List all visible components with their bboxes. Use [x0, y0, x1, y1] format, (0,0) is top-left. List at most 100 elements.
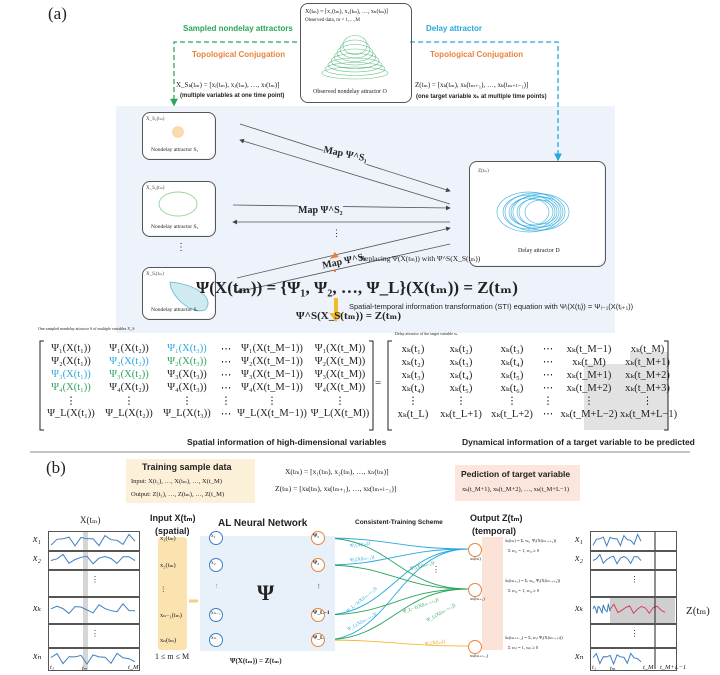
right-series-line — [592, 553, 642, 565]
delay-attractor-trace — [496, 191, 562, 233]
nn-input-node — [209, 633, 223, 647]
right-matrix-cell: xₖ(t₆) — [500, 383, 524, 394]
left-matrix-cell: ⋮ — [181, 396, 193, 407]
nondelay-r-caption: Nondelay attractor Sᵣ — [151, 307, 198, 313]
output-subtitle: (temporal) — [472, 526, 517, 536]
right-matrix-cell: ⋮ — [407, 396, 419, 407]
sampled-title: Sampled nondelay attractors — [183, 24, 293, 33]
right-series-row — [590, 550, 677, 571]
blue-dashed-connector — [410, 41, 562, 162]
map-arrow — [239, 138, 451, 205]
right-series-axis-tick: tₘ — [610, 665, 616, 672]
delay-attractor-trace — [512, 193, 570, 231]
consistent-training-curve — [323, 639, 469, 647]
left-series-vdots: ⋮ — [91, 575, 99, 584]
output-constraint: Σ wᵢ₁ = 1, wᵢ₁ ≥ 0 — [508, 548, 540, 553]
right-series-row — [590, 647, 677, 671]
nondelay-r-var: X_Sᵣ(tₘ) — [146, 272, 164, 277]
xs-formula: X_Sₖ(tₘ) = [xᵢ(tₘ), xⱼ(tₘ), …, xₗ(tₘ)] — [176, 81, 280, 89]
right-series-line — [592, 533, 642, 548]
right-series-variable-label: x₁ — [575, 533, 583, 545]
observed-attractor-trace — [330, 53, 380, 69]
right-matrix-cell: ⋮ — [455, 396, 467, 407]
right-series-variable-label: xₖ — [575, 602, 584, 614]
observed-attractor-trace — [342, 35, 368, 55]
right-series-row — [590, 569, 677, 598]
input-title: Input X(tₘ) — [150, 513, 196, 523]
right-series-axis-tick: t₁ — [592, 664, 597, 671]
input-value: xₙ₋₁(tₘ) — [160, 612, 182, 619]
sti-text: Spatial-temporal information transformat… — [349, 302, 634, 311]
nn-input-node-label: ⋮ — [214, 584, 220, 590]
yellow-down-arrow — [329, 298, 343, 322]
consistent-training-curve — [323, 548, 469, 566]
right-matrix-cell: ⋯ — [542, 383, 554, 394]
nn-psi-symbol: Ψ — [257, 580, 275, 605]
right-matrix-cell: xₖ(t_M) — [572, 357, 606, 368]
left-matrix-cell: Ψ₂(X(t₂)) — [109, 356, 149, 367]
scheme-title: Consistent-Training Scheme — [355, 519, 443, 526]
right-matrix-cell: xₖ(t_L+2) — [491, 409, 533, 420]
nn-output-node — [311, 558, 325, 572]
time-tm-highlight — [83, 531, 88, 669]
prediction-values: xₖ(t_M+1), xₖ(t_M+2), …, xₖ(t_M+L−1) — [462, 486, 569, 493]
right-series-line — [592, 603, 612, 615]
observed-attractor-trace — [324, 62, 386, 76]
left-matrix-cell: ⋯ — [220, 409, 232, 420]
right-matrix-cell: xₖ(t_M+3) — [625, 383, 670, 394]
right-series-axis-tick: t_M+L−1 — [660, 664, 687, 671]
nn-input-node — [209, 608, 223, 622]
observed-attractor-trace — [339, 39, 371, 59]
attractor-box-fill — [142, 181, 214, 235]
delay-attractor-trace — [516, 198, 554, 226]
right-matrix-cell: xₖ(t_M+1) — [566, 370, 612, 381]
right-matrix-cell: ⋯ — [542, 357, 554, 368]
left-matrix-cell: Ψ₁(X(t₁)) — [51, 343, 91, 354]
left-matrix-cell: ⋮ — [266, 396, 278, 407]
left-matrix-cell: Ψ₁(X(t_M−1)) — [241, 343, 303, 354]
right-series-vdots: ⋮ — [630, 629, 639, 638]
right-matrix-cell: xₖ(t₅) — [500, 370, 524, 381]
consistent-training-curve — [323, 537, 469, 590]
input-range: 1 ≤ m ≤ M — [155, 652, 190, 661]
left-matrix-cell: Ψ₄(X(t_M)) — [314, 382, 366, 393]
green-dashed-connector — [170, 41, 300, 107]
training-input: Input: X(t₁), …, X(tₘ), …, X(t_M) — [131, 478, 222, 485]
left-matrix-cell: Ψ₄(X(t₃)) — [167, 382, 207, 393]
observed-caption: Observed nondelay attractor O — [313, 89, 387, 95]
right-matrix-cell: xₖ(t_M) — [630, 344, 665, 355]
output-node — [468, 640, 482, 654]
left-series-line — [50, 553, 136, 565]
right-matrix-cell: xₖ(t₃) — [500, 344, 524, 355]
right-series-row — [590, 531, 677, 552]
output-constraint: Σ wᵢₗ = 1, wᵢₗ ≥ 0 — [508, 645, 539, 650]
right-matrix-cell: xₖ(t₃) — [401, 370, 425, 381]
right-series-axis-tick: t_M — [643, 664, 654, 671]
consistent-training-curve — [323, 548, 469, 641]
left-series-row — [48, 531, 140, 552]
left-series-vdots: ⋮ — [91, 629, 99, 638]
right-matrix-cell: ⋯ — [542, 409, 554, 420]
consistent-training-curve — [323, 588, 469, 616]
left-series-variable-label: x₂ — [33, 552, 41, 564]
z-definition: Z(tₘ) = [xₖ(tₘ), xₖ(tₘ₊₁), …, xₖ(tₘ₊ₗ₋₁)… — [275, 484, 397, 493]
right-matrix-cell: xₖ(t_M+L−1) — [620, 409, 678, 420]
right-matrix-cell: xₖ(t_M+2) — [625, 370, 670, 381]
nn-equation: Ψ(X(tₘ)) = Z(tₘ) — [230, 657, 282, 665]
right-matrix-cell: ⋮ — [642, 396, 653, 407]
left-matrix-cell: Ψ₂(X(t₃)) — [167, 356, 207, 367]
left-matrix-cell: ⋯ — [220, 370, 232, 381]
left-series-variable-label: x₁ — [33, 533, 41, 545]
training-box: Training sample data Input: X(t₁), …, X(… — [126, 459, 255, 503]
unknown-shade-a — [584, 364, 668, 430]
map-label-2: Map Ψ^S₂ — [298, 205, 343, 216]
nn-panel — [200, 536, 335, 651]
left-matrix-cell: Ψ₂(X(t_M−1)) — [241, 356, 303, 367]
right-matrix-cell: xₖ(t₂) — [401, 357, 425, 368]
input-column — [158, 537, 187, 650]
delay-attractor-trace — [508, 197, 550, 227]
matrix-bracket — [664, 340, 669, 431]
topo-conjugation-right: Topological Conjugation — [430, 50, 524, 59]
